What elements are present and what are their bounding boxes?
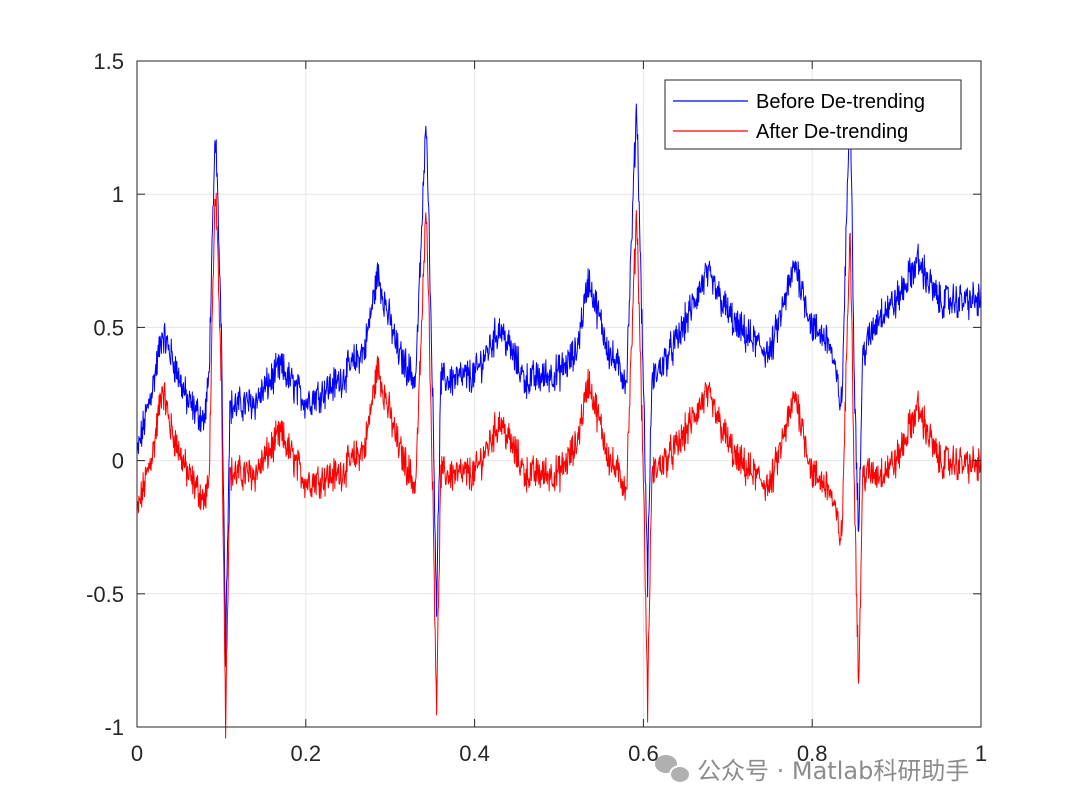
x-tick-label: 0.4	[459, 741, 490, 766]
y-tick-label: 1	[112, 182, 124, 207]
series-layer	[136, 94, 982, 739]
y-tick-label: 1.5	[93, 49, 124, 74]
series-line-after	[136, 192, 982, 739]
legend-label-after: After De-trending	[756, 121, 908, 143]
series-line-before	[136, 94, 982, 667]
watermark-text: 公众号 · Matlab科研助手	[697, 756, 970, 785]
axes-box	[136, 60, 982, 728]
y-tick-label: -0.5	[86, 582, 124, 607]
y-tick-label: 0	[112, 449, 124, 474]
watermark: 公众号 · Matlab科研助手	[655, 750, 969, 786]
axis-ticks: 0 0.2 0.4 0.6 0.8 1 -1 -0.5 0 0.5 1 1.5	[86, 49, 987, 766]
wechat-icon	[655, 753, 691, 784]
plot-area	[137, 61, 981, 727]
x-tick-label: 0.8	[797, 741, 828, 766]
x-tick-label: 0.6	[628, 741, 659, 766]
legend-box	[664, 79, 962, 150]
legend-label-before: Before De-trending	[756, 91, 925, 113]
legend: Before De-trending After De-trending	[664, 79, 962, 150]
x-tick-label: 0.2	[291, 741, 322, 766]
y-tick-label: -1	[104, 715, 124, 740]
x-tick-label: 0	[131, 741, 143, 766]
y-tick-label: 0.5	[93, 315, 124, 340]
x-tick-label: 1	[975, 741, 987, 766]
